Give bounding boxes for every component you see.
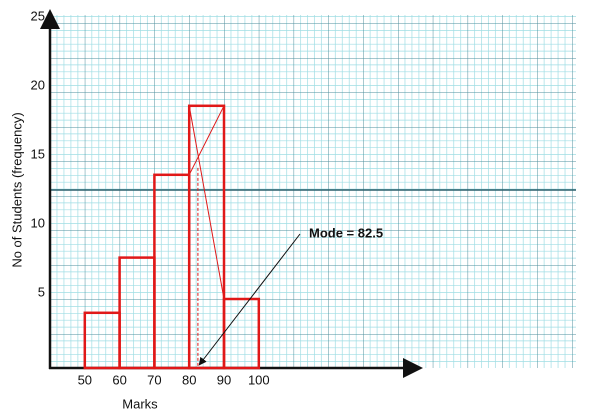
x-tick-label: 70: [147, 372, 161, 387]
annotation: Mode = 82.5: [309, 225, 383, 240]
x-tick-label: 90: [217, 372, 231, 387]
y-tick-label: 20: [31, 77, 45, 92]
x-axis-label: Marks: [122, 396, 158, 411]
y-axis-label: No of Students (frequency): [9, 112, 24, 267]
x-tick-label: 80: [182, 372, 196, 387]
x-tick-label: 50: [78, 372, 92, 387]
graph-paper: [50, 15, 576, 368]
y-tick-label: 15: [31, 146, 45, 161]
mode-construction-line: [188, 105, 225, 300]
x-tick-label: 60: [112, 372, 126, 387]
annotation-arrow: [198, 233, 301, 366]
bar: [187, 104, 226, 370]
y-tick-label: 5: [38, 284, 45, 299]
y-tick-label: 25: [31, 8, 45, 23]
mode-construction-line: [188, 105, 225, 176]
x-tick-label: 100: [248, 372, 270, 387]
y-tick-label: 10: [31, 215, 45, 230]
